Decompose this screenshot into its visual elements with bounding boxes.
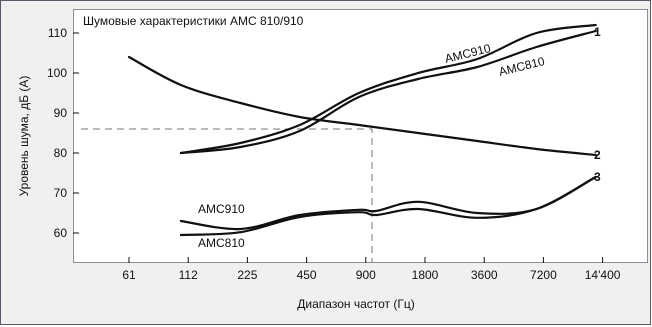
x-axis-title: Диапазон частот (Гц) bbox=[297, 297, 414, 311]
x-tick-label: 7200 bbox=[530, 268, 557, 282]
series-label-amc910: AMC910 bbox=[198, 202, 245, 216]
curve-number-3: 3 bbox=[594, 170, 601, 184]
y-tick-label: 110 bbox=[48, 26, 67, 40]
y-tick-label: 70 bbox=[54, 186, 68, 200]
x-tick-label: 900 bbox=[356, 268, 376, 282]
x-tick-label: 1800 bbox=[412, 268, 439, 282]
x-tick-label: 112 bbox=[179, 268, 198, 282]
plot-area bbox=[73, 9, 648, 263]
chart-title: Шумовые характеристики AMC 810/910 bbox=[83, 14, 304, 28]
y-axis-title: Уровень шума, дБ (A) bbox=[17, 76, 31, 197]
curve-number-2: 2 bbox=[594, 148, 601, 162]
curve-1-amc810 bbox=[179, 29, 597, 155]
series-label-amc810: AMC810 bbox=[198, 236, 245, 250]
x-tick-label: 225 bbox=[237, 268, 257, 282]
reference-line bbox=[81, 128, 373, 263]
curve-number-1: 1 bbox=[594, 25, 601, 39]
x-tick-label: 450 bbox=[297, 268, 317, 282]
y-tick-label: 60 bbox=[54, 226, 68, 240]
curve-1-amc910 bbox=[179, 23, 597, 155]
x-tick-label: 14'400 bbox=[585, 268, 621, 282]
y-tick-label: 80 bbox=[54, 146, 68, 160]
y-tick-label: 100 bbox=[47, 66, 67, 80]
curve-2 bbox=[127, 55, 597, 157]
y-tick-label: 90 bbox=[54, 106, 68, 120]
x-tick-label: 3600 bbox=[471, 268, 498, 282]
curve-3-amc810 bbox=[179, 175, 597, 237]
x-tick-label: 61 bbox=[122, 268, 136, 282]
